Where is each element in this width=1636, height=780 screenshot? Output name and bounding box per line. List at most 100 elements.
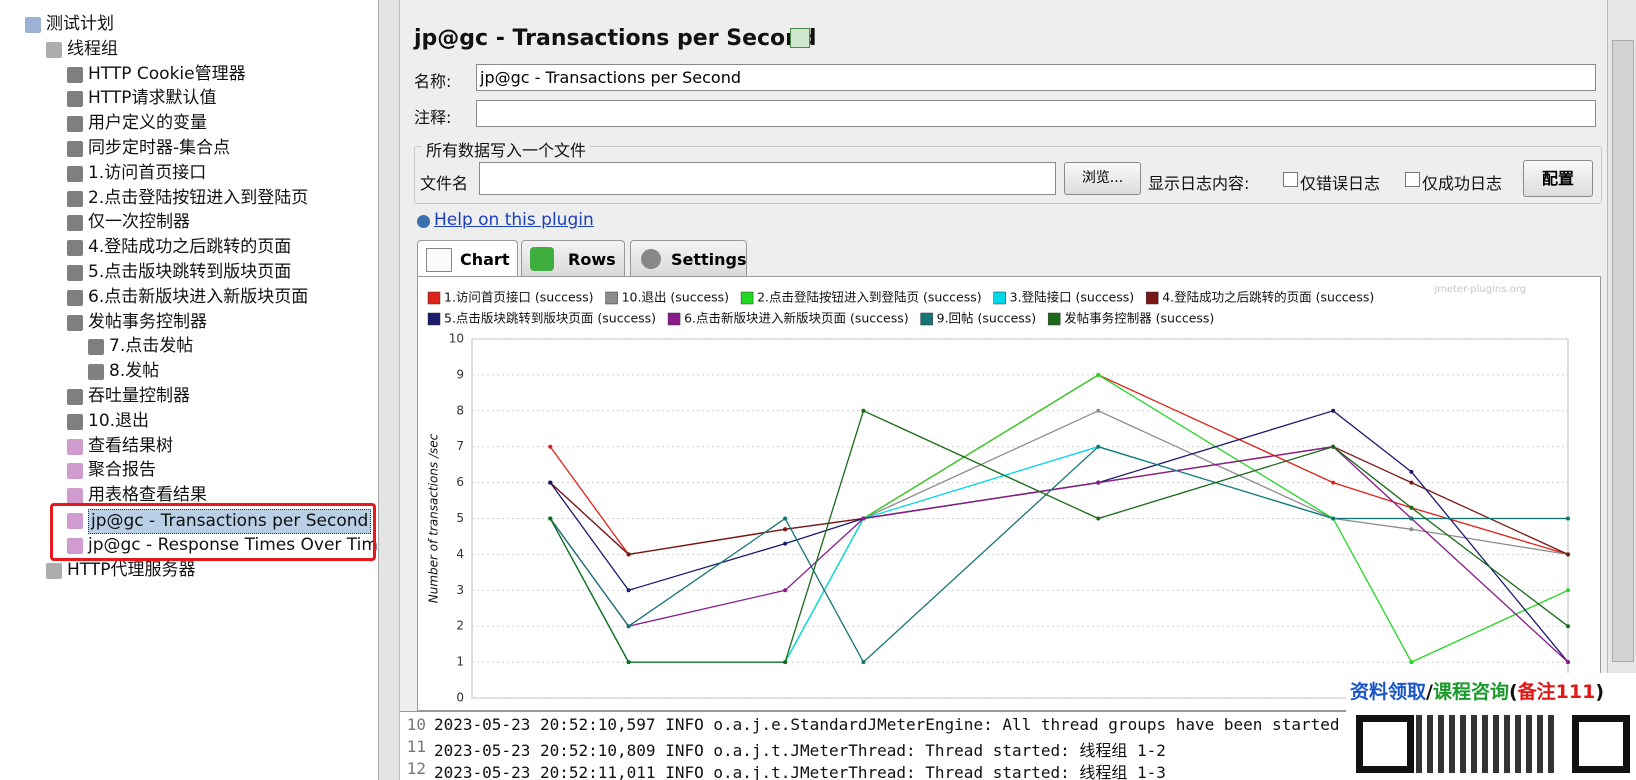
- data-point: [1409, 527, 1414, 532]
- maximize-icon[interactable]: [790, 28, 810, 48]
- chart-tab[interactable]: Chart: [417, 240, 518, 277]
- file-label: 文件名: [420, 174, 469, 193]
- tree-icon: [67, 240, 83, 257]
- qr-finder: [1356, 715, 1414, 773]
- promo-part: 资料领取: [1350, 681, 1427, 703]
- tree-node[interactable]: 5.点击版块跳转到版块页面: [88, 262, 292, 282]
- help-link[interactable]: Help on this plugin: [434, 210, 594, 230]
- tree-icon: [67, 438, 83, 455]
- splitter[interactable]: [379, 0, 400, 780]
- tree-node[interactable]: 4.登陆成功之后跳转的页面: [88, 237, 292, 258]
- configure-button[interactable]: 配置: [1523, 160, 1593, 197]
- log-line: 2023-05-23 20:52:10,809 INFO o.a.j.t.JMe…: [434, 741, 1166, 760]
- tree-node[interactable]: 6.点击新版块进入新版块页面: [88, 286, 309, 307]
- tree-node[interactable]: 吞吐量控制器: [88, 386, 190, 406]
- tree-node[interactable]: 7.点击发帖: [109, 336, 194, 357]
- tree-node[interactable]: 线程组: [67, 38, 118, 59]
- tree-node[interactable]: HTTP代理服务器: [67, 559, 196, 580]
- data-point: [861, 408, 866, 413]
- data-point: [1409, 469, 1414, 474]
- y-tick-label: 7: [456, 439, 464, 453]
- tree-node[interactable]: 发帖事务控制器: [88, 311, 207, 332]
- y-tick-label: 0: [456, 691, 464, 705]
- tree-icon: [67, 141, 83, 157]
- tree-node[interactable]: 用表格查看结果: [88, 485, 207, 506]
- line-number: 10: [406, 715, 426, 734]
- legend-label: 发帖事务控制器 (success): [1064, 311, 1214, 326]
- checkbox[interactable]: [1283, 172, 1298, 187]
- legend-swatch: [1047, 312, 1061, 326]
- tree-node[interactable]: 10.退出: [88, 410, 150, 431]
- tree-icon: [67, 215, 83, 232]
- promo-part: /: [1426, 681, 1433, 703]
- scrollbar[interactable]: [1607, 0, 1636, 780]
- tree-icon: [67, 389, 83, 405]
- promo-text: 资料领取/课程咨询(备注111): [1350, 677, 1604, 704]
- tree-node[interactable]: 聚合报告: [88, 460, 156, 481]
- settings-tab[interactable]: Settings: [630, 240, 747, 276]
- data-point: [548, 516, 553, 521]
- tree-node[interactable]: 用户定义的变量: [88, 113, 207, 134]
- promo-part: (: [1508, 681, 1518, 703]
- legend-swatch: [740, 291, 754, 305]
- comment-input[interactable]: [476, 100, 1596, 127]
- data-point: [1566, 588, 1570, 593]
- file-input[interactable]: [479, 162, 1056, 195]
- tree-icon: [67, 488, 83, 505]
- legend-swatch: [605, 291, 618, 305]
- file-group: [414, 146, 1602, 204]
- tab-label: Chart: [460, 250, 510, 269]
- tree-node[interactable]: 查看结果树: [88, 435, 173, 456]
- promo-overlay: 资料领取/课程咨询(备注111): [1346, 673, 1636, 780]
- data-point: [548, 480, 553, 485]
- tree-node[interactable]: jp@gc - Transactions per Second: [88, 509, 372, 534]
- tree-node[interactable]: HTTP请求默认值: [88, 88, 217, 109]
- data-point: [626, 588, 631, 593]
- data-point: [1566, 552, 1570, 557]
- y-tick-label: 1: [456, 655, 464, 669]
- qr-code: [1416, 715, 1556, 773]
- log-label: 显示日志内容:: [1148, 174, 1250, 193]
- line-number: 11: [406, 737, 426, 756]
- legend-label: 2.点击登陆按钮进入到登陆页 (success): [757, 290, 982, 305]
- tree-node[interactable]: 测试计划: [46, 14, 114, 34]
- legend-swatch: [993, 291, 1006, 305]
- y-tick-label: 2: [456, 619, 464, 633]
- tree-node[interactable]: HTTP Cookie管理器: [88, 63, 246, 84]
- name-input[interactable]: jp@gc - Transactions per Second: [476, 64, 1596, 91]
- highlight-box: [50, 503, 376, 561]
- tree-node[interactable]: 2.点击登陆按钮进入到登陆页: [88, 187, 309, 208]
- tree-icon: [67, 91, 83, 108]
- log-line: 2023-05-23 20:52:10,597 INFO o.a.j.e.Sta…: [434, 715, 1340, 734]
- legend-label: 4.登陆成功之后跳转的页面 (success): [1162, 290, 1374, 305]
- tree-node[interactable]: 仅一次控制器: [88, 212, 190, 233]
- data-point: [1566, 660, 1570, 665]
- data-point: [1566, 624, 1570, 629]
- test-plan-tree: 测试计划线程组 HTTP Cookie管理器 HTTP请求默认值 用户定义的变量同步定…: [0, 0, 388, 780]
- series-line: [549, 445, 1568, 664]
- data-point: [1331, 516, 1336, 521]
- data-point: [1096, 372, 1101, 377]
- tree-node[interactable]: 8.发帖: [109, 361, 160, 382]
- tree-icon: [67, 116, 83, 133]
- tree-node[interactable]: 1.访问首页接口: [88, 162, 207, 183]
- tree-icon: [88, 339, 104, 356]
- rows-tab[interactable]: Rows: [521, 240, 625, 276]
- tree-node[interactable]: 同步定时器-集合点: [88, 138, 231, 158]
- data-point: [783, 527, 788, 532]
- log-line: 2023-05-23 20:52:11,011 INFO o.a.j.t.JMe…: [434, 763, 1166, 780]
- data-point: [1096, 408, 1101, 413]
- browse-button[interactable]: 浏览...: [1064, 162, 1141, 195]
- data-point: [1331, 444, 1336, 449]
- data-point: [783, 588, 788, 593]
- legend-swatch: [920, 312, 933, 326]
- data-point: [783, 541, 788, 546]
- comment-label: 注释:: [414, 108, 452, 127]
- panel-title: jp@gc - Transactions per Second: [414, 26, 817, 51]
- data-point: [1409, 480, 1414, 485]
- tree-icon: [67, 513, 83, 529]
- tree-node[interactable]: jp@gc - Response Times Over Time: [88, 534, 389, 555]
- checkbox[interactable]: [1405, 172, 1420, 187]
- tree-icon: [46, 41, 62, 58]
- data-point: [626, 624, 631, 629]
